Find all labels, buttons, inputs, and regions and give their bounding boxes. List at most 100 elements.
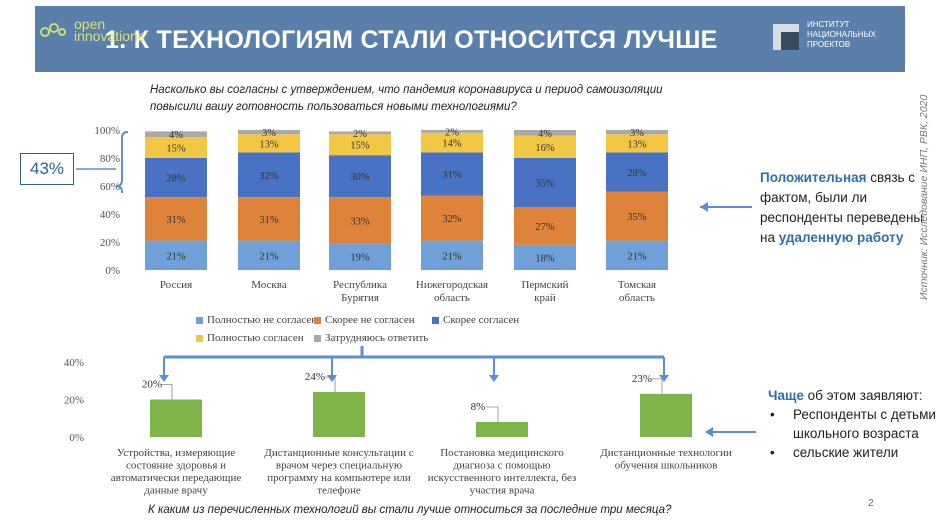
bar-segment — [329, 243, 391, 270]
legend-item: Скорее не согласен — [314, 314, 415, 326]
bar-segment — [145, 240, 207, 270]
source-note: Источник: Исследование ИНП, РВК, 2020 — [918, 94, 930, 300]
data-label: 2% — [353, 129, 367, 140]
data-label: 20% — [142, 379, 162, 391]
bar-segment — [421, 132, 483, 153]
data-label: 21% — [442, 251, 462, 262]
category-label: обучения школьников — [615, 460, 718, 472]
data-label: 8% — [471, 401, 486, 413]
data-label: 2% — [445, 127, 459, 138]
category-label: Устройства, измеряющие — [117, 447, 235, 459]
label-leader — [486, 406, 499, 422]
legend-label: Скорее согласен — [443, 314, 520, 326]
data-label: 18% — [535, 253, 555, 264]
remote-work-note: Положительная связь с фактом, были ли ре… — [760, 168, 925, 248]
bar-segment — [329, 134, 391, 156]
bar-segment — [421, 195, 483, 241]
bar-segment — [421, 130, 483, 133]
data-label: 3% — [630, 128, 644, 139]
list-intro: об этом заявляют: — [803, 388, 923, 403]
bar-segment — [606, 134, 668, 153]
category-label: Пермский — [521, 279, 568, 291]
data-label: 31% — [166, 215, 186, 226]
data-label: 13% — [259, 139, 279, 150]
bar-segment — [238, 134, 300, 153]
label-leader — [650, 378, 663, 394]
legend-item: Скорее согласен — [432, 314, 519, 326]
category-label: Дистанционные консультации с — [264, 447, 413, 459]
data-label: 27% — [535, 222, 555, 233]
data-label: 35% — [535, 179, 555, 190]
data-label: 21% — [166, 251, 186, 262]
category-label: врачом через специальную — [276, 460, 402, 472]
data-label: 32% — [442, 214, 462, 225]
label-leader — [323, 376, 336, 392]
data-label: 35% — [627, 212, 647, 223]
data-label: 4% — [538, 129, 552, 140]
bar-segment — [145, 131, 207, 137]
question-bottom: К каким из перечисленных технологий вы с… — [148, 504, 672, 516]
data-label: 28% — [627, 168, 647, 179]
data-label: 15% — [166, 144, 186, 155]
legend-label: Полностью согласен — [207, 332, 304, 344]
bar-segment — [329, 155, 391, 198]
category-label: данные врачу — [144, 485, 208, 497]
y-tick-label: 40% — [100, 209, 120, 221]
connector-arrowhead — [327, 375, 337, 382]
bar — [640, 393, 692, 437]
legend-swatch — [432, 316, 439, 324]
connector-arrowhead — [159, 375, 169, 382]
category-label: телефоне — [317, 485, 361, 497]
institute-logo-line: НАЦИОНАЛЬНЫХ — [807, 30, 876, 39]
open-innovations-logo-icon — [40, 23, 66, 37]
label-leader — [160, 384, 173, 400]
positive-share-badge: 43% — [20, 153, 74, 185]
institute-logo-line: ПРОЕКТОВ — [807, 40, 851, 49]
data-label: 31% — [442, 170, 462, 181]
category-label: программу на компьютере или — [267, 472, 411, 484]
institute-logo: ИНСТИТУТ НАЦИОНАЛЬНЫХ ПРОЕКТОВ — [773, 20, 893, 60]
institute-logo-icon-inner — [781, 32, 799, 50]
category-label: край — [534, 292, 556, 304]
data-label: 24% — [305, 371, 325, 383]
data-label: 15% — [350, 141, 370, 152]
data-label: 28% — [166, 174, 186, 185]
data-label: 14% — [442, 139, 462, 150]
data-label: 30% — [350, 172, 370, 183]
category-label: Москва — [251, 279, 287, 291]
connector-arrowhead — [489, 375, 499, 382]
page-number: 2 — [868, 498, 874, 509]
bar-segment — [329, 197, 391, 244]
bar-segment — [514, 244, 576, 270]
data-label: 3% — [262, 128, 276, 139]
y-tick-label: 80% — [100, 153, 120, 165]
legend-label: Скорее не согласен — [325, 314, 415, 326]
bar-segment — [238, 130, 300, 135]
bar-segment — [606, 152, 668, 192]
question-top: Насколько вы согласны с утверждением, чт… — [150, 84, 663, 113]
list-arrow-head — [705, 427, 713, 437]
data-label: 33% — [350, 216, 370, 227]
legend-item: Затрудняюсь ответить — [314, 332, 428, 344]
bar-segment — [421, 152, 483, 196]
logo-text-open: open — [74, 16, 106, 32]
category-label: искусственного интеллекта, без — [428, 472, 576, 484]
category-label: участия врача — [470, 485, 535, 497]
data-label: 23% — [632, 373, 652, 385]
bar-segment — [238, 152, 300, 198]
y-tick-label: 20% — [64, 395, 84, 407]
legend-label: Полностью не согласен — [207, 314, 318, 326]
bar-segment — [514, 158, 576, 207]
category-label: область — [434, 292, 470, 304]
category-label: Бурятия — [341, 292, 379, 304]
bar-segment — [606, 240, 668, 270]
bar-segment — [421, 240, 483, 270]
legend-item: Полностью согласен — [196, 332, 304, 344]
legend-swatch — [314, 316, 321, 324]
category-label: Россия — [160, 279, 192, 291]
category-label: диагноза с помощью — [453, 460, 550, 472]
legend-swatch — [314, 334, 321, 342]
legend-swatch — [196, 316, 203, 324]
